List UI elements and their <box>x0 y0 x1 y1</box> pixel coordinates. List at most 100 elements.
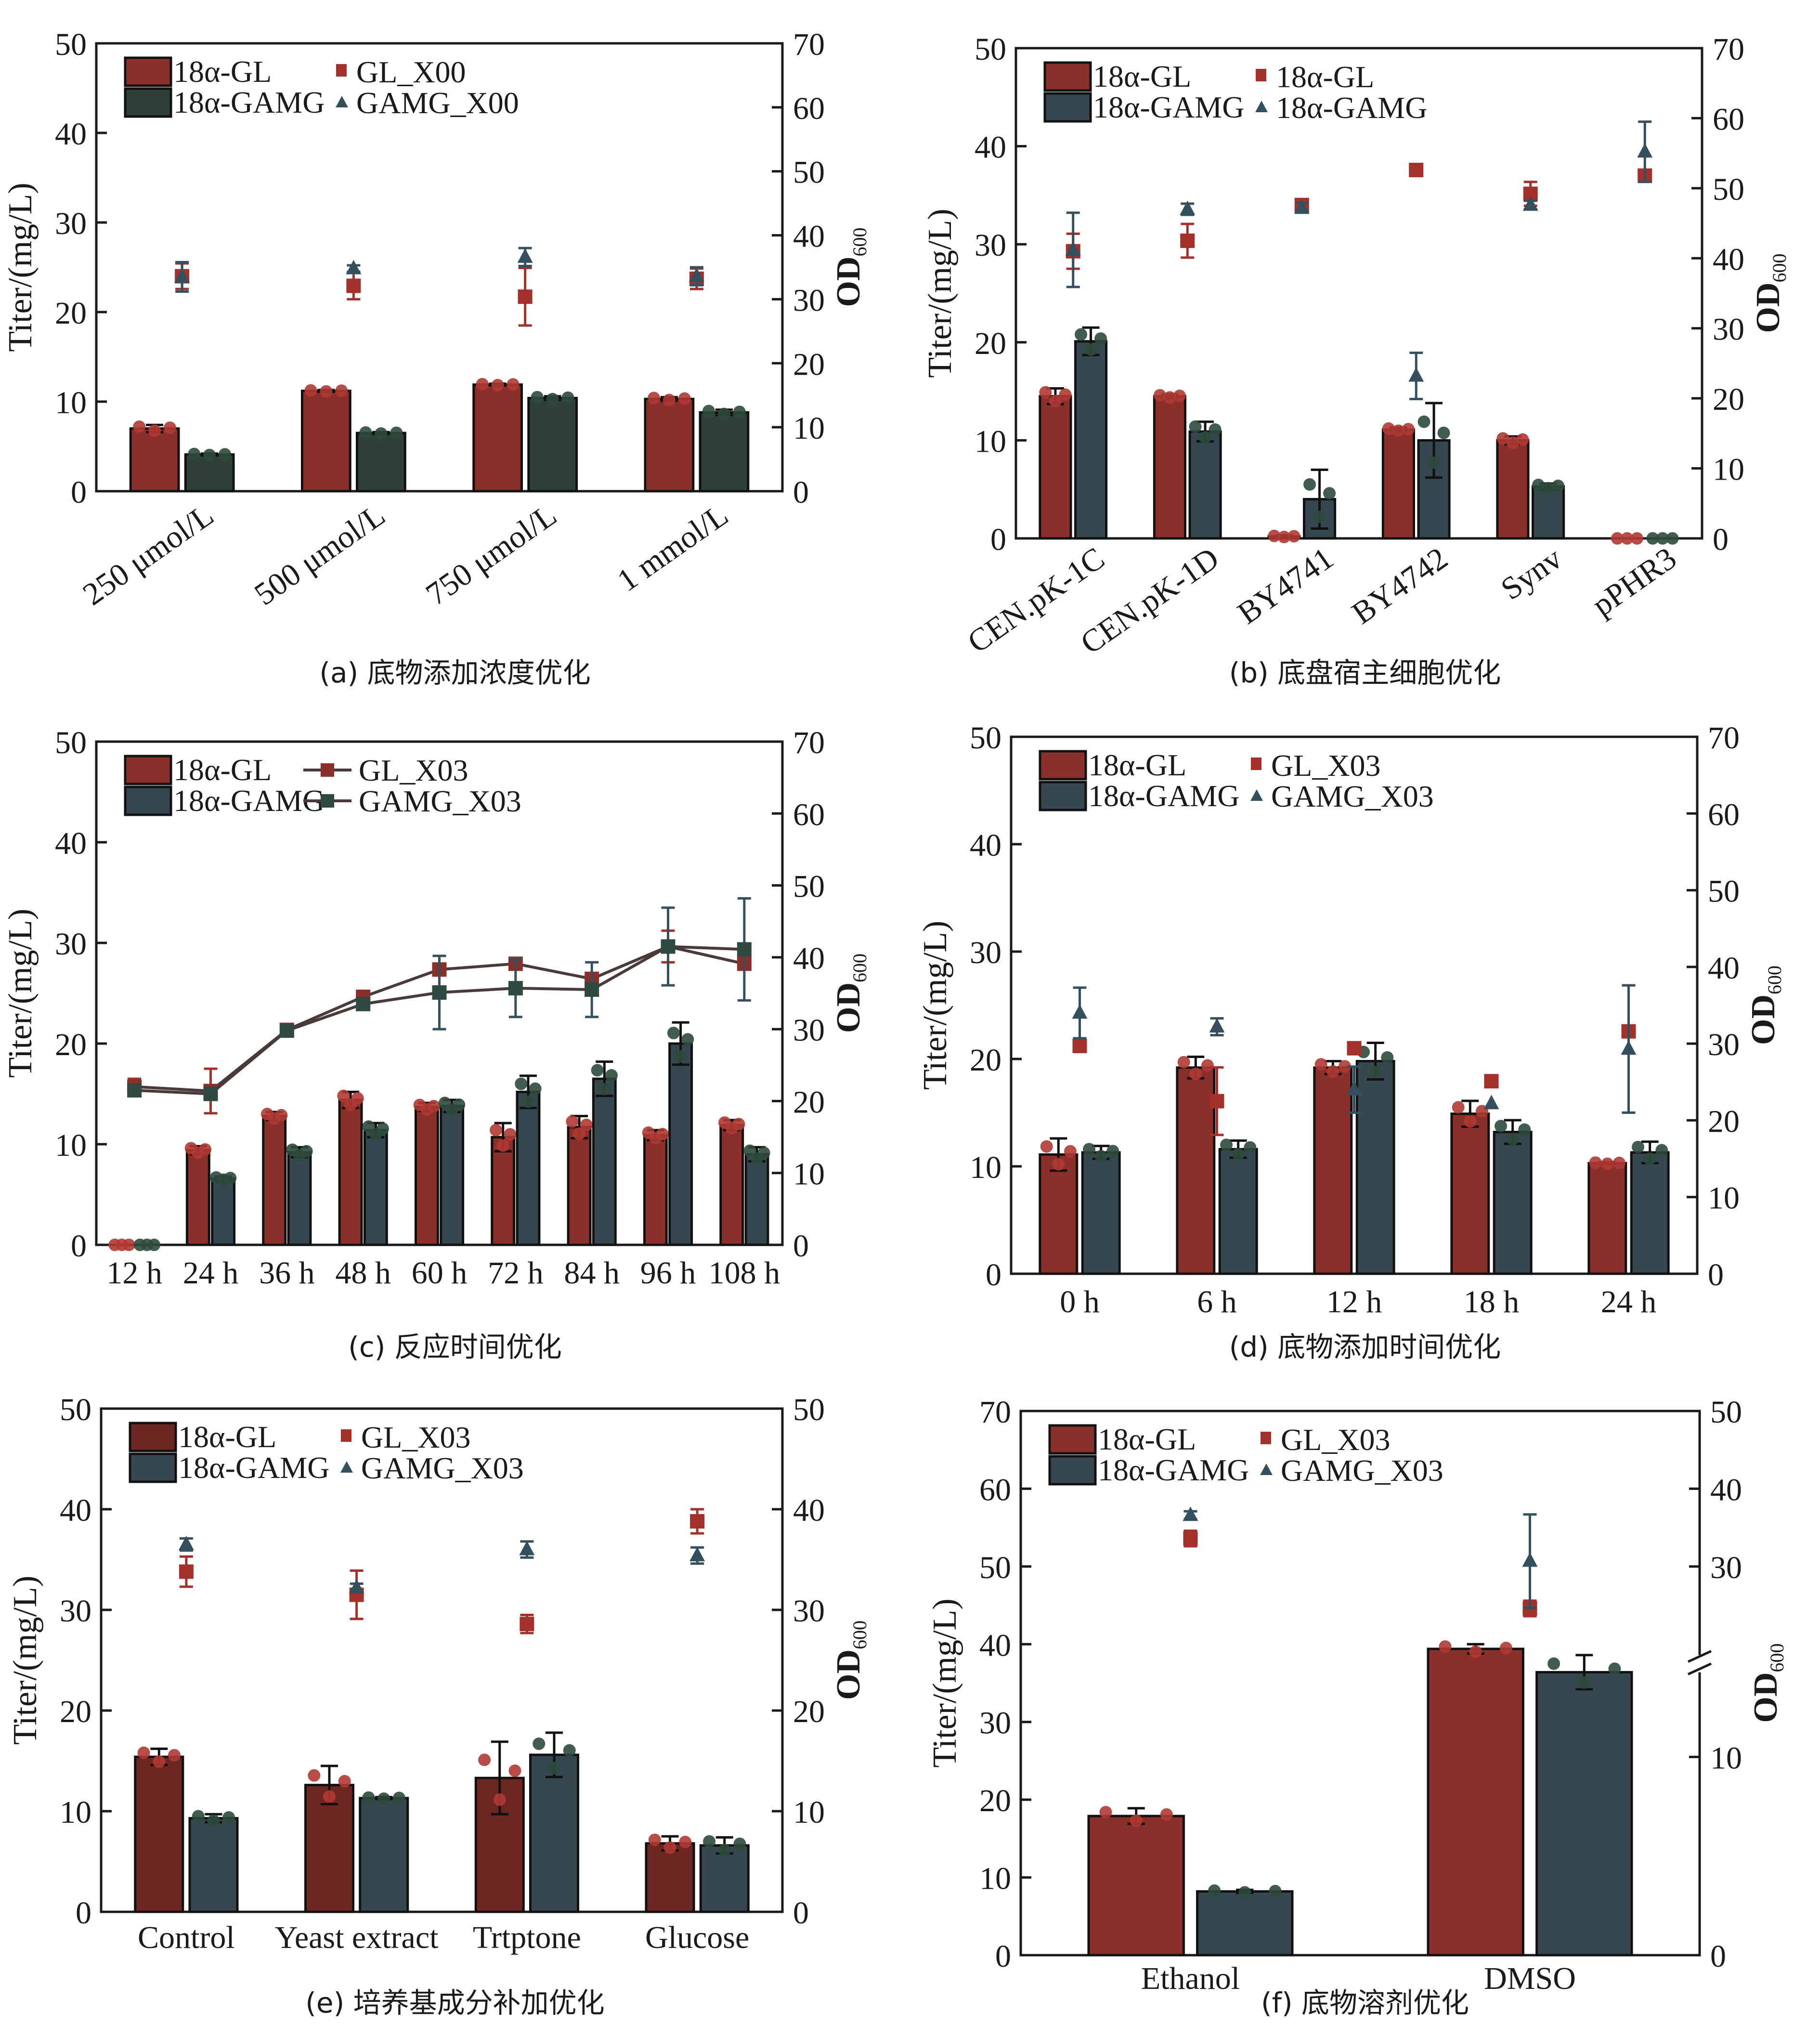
replicate-dot <box>1611 532 1624 545</box>
legend-label: GL_X00 <box>356 55 466 89</box>
replicate-dot <box>496 1139 509 1152</box>
replicate-dot <box>1630 532 1643 545</box>
bar-gl <box>1153 395 1186 540</box>
y2-tick-label: 50 <box>793 1392 825 1427</box>
replicate-dot <box>1287 530 1300 543</box>
point-marker-triangle <box>1183 1506 1198 1521</box>
legend-marker-triangle <box>1255 101 1268 112</box>
replicate-dot <box>1392 424 1405 437</box>
legend-label: GL_X03 <box>361 1420 471 1454</box>
y-tick-label: 10 <box>60 1795 91 1830</box>
legend-label: 18α-GL <box>1093 59 1191 93</box>
y-axis-title: Titer/(mg/L) <box>922 209 959 378</box>
replicate-dot <box>1506 436 1519 449</box>
y2-tick-label: 10 <box>1710 1740 1742 1776</box>
point-marker-square <box>690 1514 705 1529</box>
y2-tick-label: 0 <box>793 475 809 510</box>
bar-gl <box>1381 428 1415 540</box>
panel-a: 0 10 20 30 40 50 0 10 20 30 40 50 60 70 Titer/(mg/L) OD… <box>0 0 910 698</box>
y2-tick-label: 60 <box>1708 797 1740 832</box>
bar-gamg <box>699 411 750 493</box>
replicate-dot <box>1153 389 1166 402</box>
replicate-dot <box>320 385 333 398</box>
y2-tick-label: 20 <box>1713 382 1744 417</box>
replicate-dot <box>674 1050 687 1063</box>
replicate-dot <box>362 1791 375 1804</box>
point-marker-triangle <box>1072 1004 1088 1019</box>
point-marker-triangle <box>1637 143 1653 158</box>
replicate-dot <box>718 1844 731 1857</box>
point-marker-triangle <box>349 1579 364 1594</box>
replicate-dot <box>390 426 403 439</box>
y2-axis-title-text: OD600 <box>1747 1644 1788 1723</box>
replicate-dot <box>1130 1814 1143 1827</box>
y2-tick-label: 10 <box>1713 452 1744 487</box>
caption-f: (f) 底物溶剂优化 <box>1261 1986 1469 2019</box>
replicate-dot <box>1516 433 1529 446</box>
replicate-dot <box>478 1753 491 1766</box>
point-marker-square <box>585 982 599 997</box>
bar-gl <box>567 1125 592 1246</box>
replicate-dot <box>1313 510 1326 523</box>
point-marker-square <box>1072 1038 1087 1053</box>
bar-gamg <box>529 1753 579 1913</box>
plot-frame <box>95 42 784 493</box>
legend-swatch-gl <box>129 1422 177 1452</box>
replicate-dot <box>667 1027 680 1040</box>
y2-axis-title: OD600 <box>830 954 871 1033</box>
y2-tick-label: 50 <box>793 155 825 190</box>
legend-marker-triangle <box>340 1461 353 1473</box>
x-tick-label: 96 h <box>640 1255 696 1291</box>
replicate-dot <box>1326 1065 1339 1078</box>
y2-tick-label: 20 <box>1708 1104 1740 1139</box>
y2-tick-label: 30 <box>793 283 825 318</box>
legend-swatch-gamg <box>1043 92 1092 123</box>
replicate-dot <box>199 1143 212 1156</box>
y-tick-label: 20 <box>975 326 1006 361</box>
y2-tick-label: 30 <box>1713 312 1744 347</box>
replicate-dot <box>376 1122 389 1135</box>
replicate-dot <box>1209 423 1222 436</box>
y2-tick-label: 10 <box>1708 1181 1740 1216</box>
y2-axis-title-subscript: 600 <box>1764 966 1785 994</box>
legend-label: 18α-GAMG <box>173 784 325 818</box>
y-tick-label: 50 <box>55 27 87 62</box>
replicate-dot <box>1417 415 1430 428</box>
y2-axis-title-subscript: 600 <box>849 228 871 257</box>
y-tick-label: 0 <box>995 1939 1011 1974</box>
replicate-dot <box>203 448 216 461</box>
replicate-dot <box>207 1814 220 1827</box>
replicate-dot <box>377 1792 390 1805</box>
y2-tick-label: 70 <box>793 725 825 760</box>
point-marker-triangle <box>689 267 704 282</box>
x-tick-label: Glucose <box>645 1920 749 1955</box>
y-tick-label: 20 <box>55 1027 87 1062</box>
bar-gamg <box>287 1151 312 1246</box>
replicate-dot <box>647 392 660 405</box>
plot-frame <box>95 740 784 1246</box>
point-marker-triangle <box>689 1547 705 1562</box>
bar-gl <box>185 1149 210 1246</box>
replicate-dot <box>703 1835 716 1848</box>
replicate-dot <box>1049 394 1062 407</box>
y-tick-label: 20 <box>979 1783 1011 1818</box>
legend-label: 18α-GL <box>178 1420 276 1454</box>
point-marker-triangle <box>1180 200 1196 215</box>
replicate-dot <box>1040 1140 1053 1153</box>
bar-gamg <box>592 1077 617 1246</box>
x-tick-label: pPHR3 <box>1586 540 1683 623</box>
legend-swatch-gamg <box>1048 1455 1097 1486</box>
point-marker-triangle <box>1621 1040 1637 1055</box>
replicate-dot <box>1208 1884 1221 1897</box>
replicate-dot <box>323 1790 336 1803</box>
replicate-dot <box>733 405 746 418</box>
y2-tick-label: 0 <box>1710 1939 1726 1974</box>
legend-label: 18α-GAMG <box>1093 90 1244 124</box>
point-marker-square <box>518 289 533 304</box>
chart-b: 0 10 20 30 40 50 0 10 20 30 40 50 60 70 Titer/(mg/L) OD… <box>922 32 1790 661</box>
bar-gamg <box>1081 1151 1121 1275</box>
bar-gamg <box>211 1177 236 1246</box>
replicate-dot <box>1277 531 1290 544</box>
replicate-dot <box>359 426 372 439</box>
y2-tick-label: 30 <box>1708 1027 1740 1062</box>
